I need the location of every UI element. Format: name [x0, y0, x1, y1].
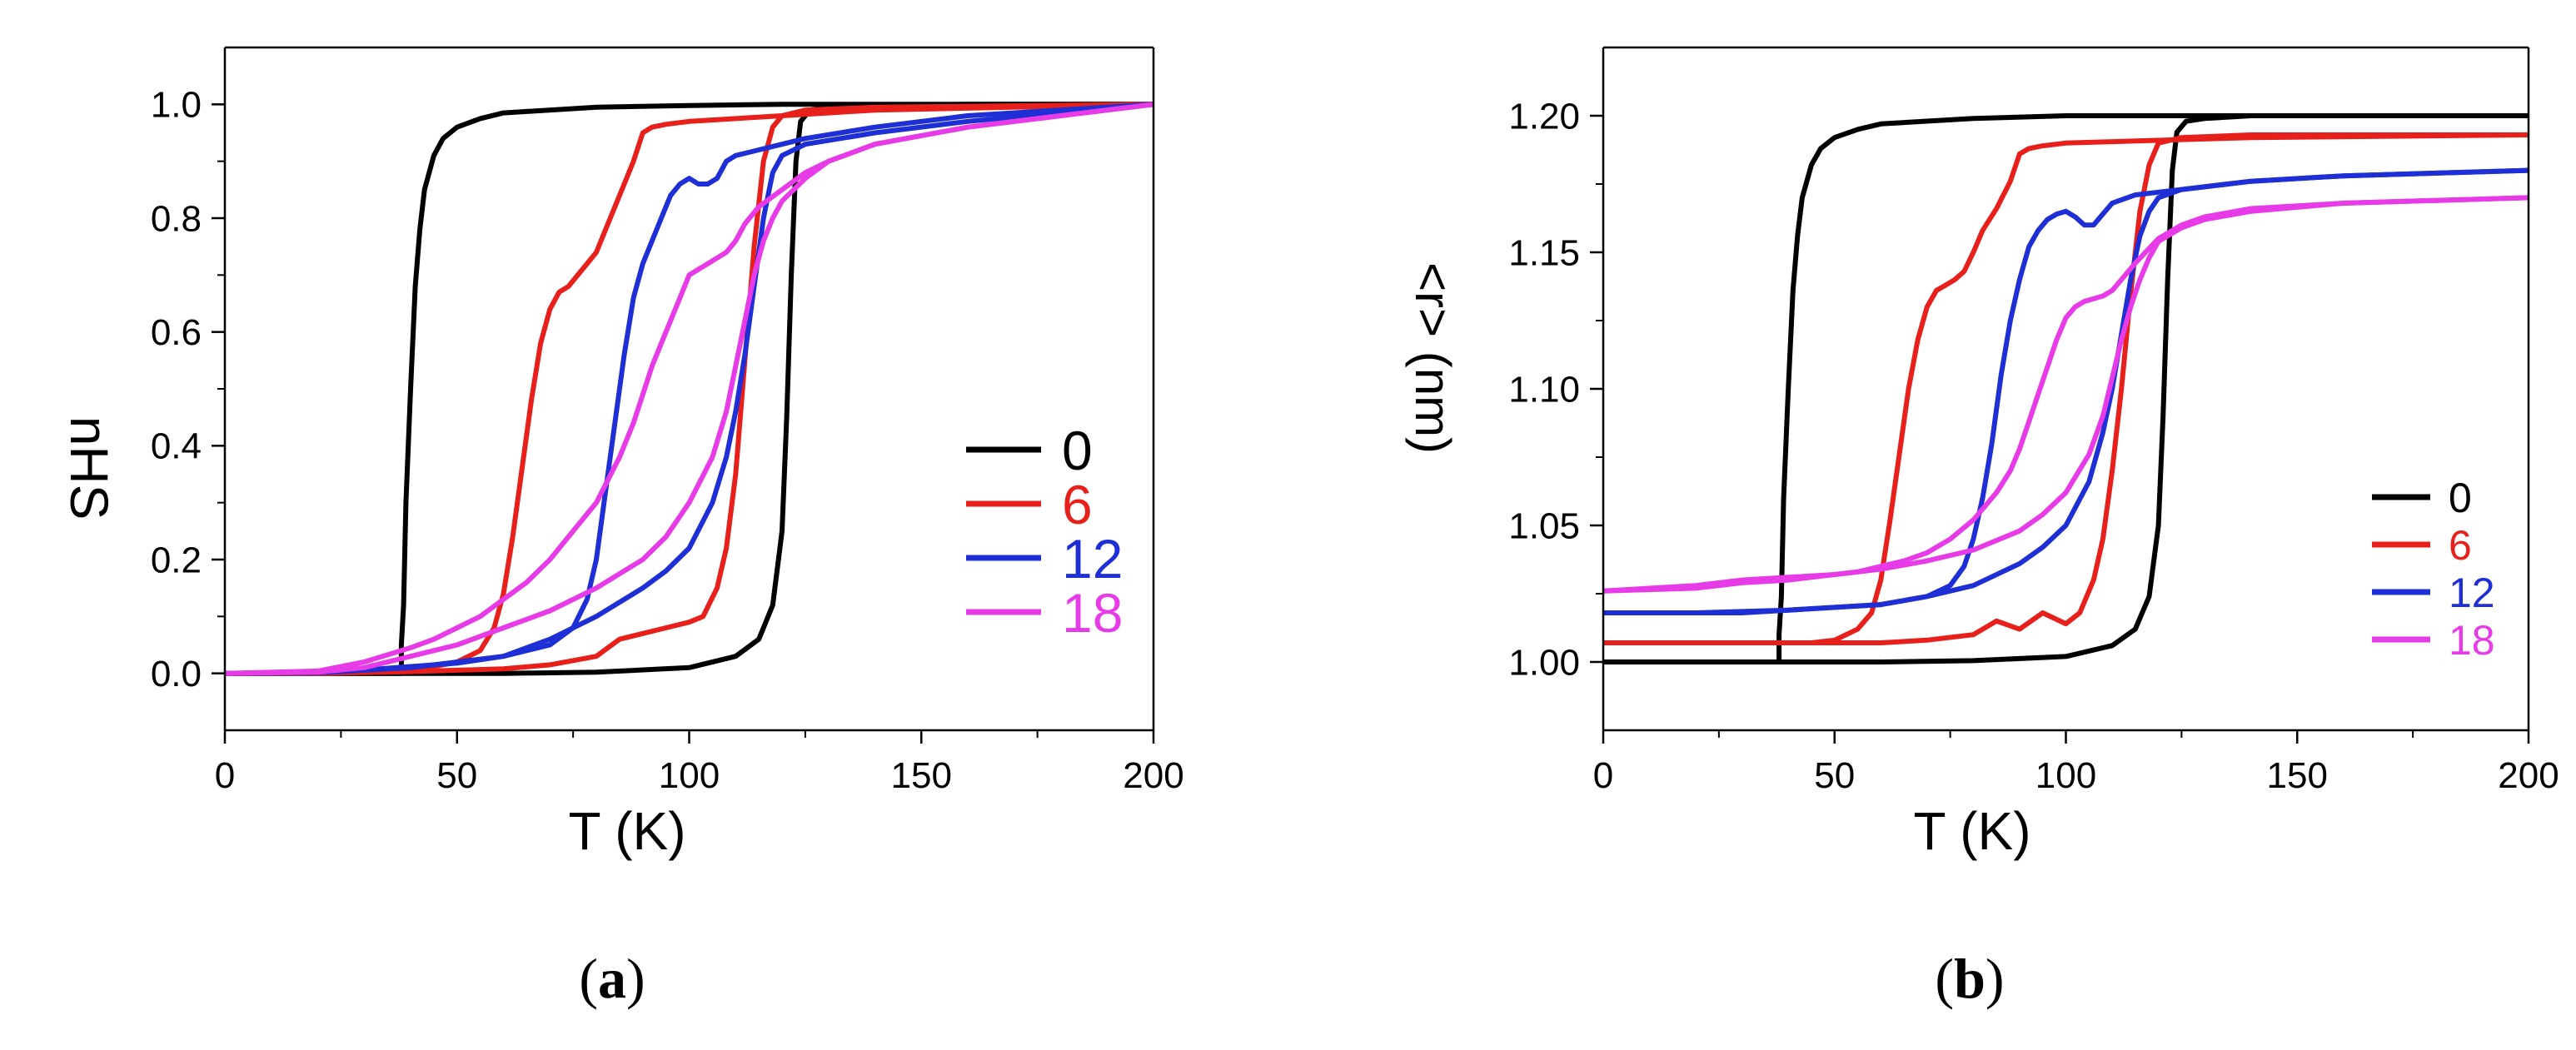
- panel-a-chart: 0 50 100 150 200 0.0 0.2 0.4 0.6 0.8 1.0 T (K) nHS…: [59, 46, 1184, 861]
- panel-a-y-tick-label: 0.2: [151, 540, 202, 580]
- panel-b-x-tick-label: 150: [2267, 755, 2328, 796]
- panel-b-series-6-cooling-line: [1603, 132, 2529, 645]
- panel-a-y-tick-label: 0.0: [151, 654, 202, 694]
- panel-a-y-tick-label: 0.4: [151, 426, 202, 467]
- panel-b-legend-label-0: 0: [2449, 475, 2472, 521]
- panel-a-x-axis-label: T (K): [568, 801, 685, 861]
- panel-a-x-tick-label: 100: [659, 755, 720, 796]
- panel-b-x-tick-label: 50: [1814, 755, 1855, 796]
- panel-a-series-12-cooling-line: [225, 102, 1153, 676]
- panel-a-y-tick-label: 0.6: [151, 312, 202, 353]
- panel-a-legend-label-0: 0: [1062, 420, 1093, 481]
- panel-b-series-18-heating-line: [1603, 195, 2529, 594]
- panel-b-series-0-cooling-line: [1603, 113, 2529, 664]
- panel-a-series-6-heating-line: [225, 102, 1153, 676]
- panel-a-x-tick-label: 150: [891, 755, 952, 796]
- panel-a-series-group: [225, 102, 1153, 676]
- panel-a-caption-letter: a: [598, 947, 626, 1010]
- panel-b-y-tick-label: 1.05: [1508, 505, 1580, 546]
- panel-b-x-tick-label: 0: [1593, 755, 1613, 796]
- panel-b-legend-label-12: 12: [2449, 570, 2495, 616]
- panel-b-chart: 0 50 100 150 200 1.00 1.05 1.10 1.15 1.20 T (K) <…: [1405, 46, 2559, 861]
- panel-b-series-group: [1603, 113, 2529, 664]
- panel-b-y-axis-label: <r> (nm): [1405, 262, 1461, 454]
- panel-b-y-tick-label: 1.10: [1508, 369, 1580, 410]
- panel-a-series-0-cooling-line: [225, 102, 1153, 676]
- panel-a-y-tick-label: 0.8: [151, 198, 202, 239]
- panel-b-caption: (b): [1935, 947, 2004, 1010]
- panel-b-caption-letter: b: [1954, 947, 1986, 1010]
- panel-b-series-12-cooling-line: [1603, 167, 2529, 615]
- panel-a-legend-label-18: 18: [1062, 582, 1123, 644]
- panel-a-series-18-cooling-line: [225, 102, 1153, 676]
- panel-a-caption: (a): [579, 947, 645, 1010]
- panel-a-axes-layer: 0 50 100 150 200 0.0 0.2 0.4 0.6 0.8 1.0: [151, 46, 1184, 796]
- panel-b-series-18-cooling-line: [1603, 195, 2529, 594]
- panel-b-series-0-heating-line: [1603, 113, 2529, 664]
- panel-b-y-tick-label: 1.15: [1508, 232, 1580, 273]
- panel-a-series-layer: [225, 102, 1153, 676]
- panel-a-legend-label-12: 12: [1062, 528, 1123, 590]
- panel-a-x-tick-label: 200: [1123, 755, 1183, 796]
- panel-b-legend-label-18: 18: [2449, 617, 2495, 664]
- panel-a-caption-close: ): [626, 947, 645, 1010]
- panel-a-legend-label-6: 6: [1062, 474, 1093, 535]
- panel-a-series-6-cooling-line: [225, 102, 1153, 676]
- panel-b-x-tick-label: 200: [2498, 755, 2559, 796]
- panel-a-y-tick-label: 1.0: [151, 85, 202, 126]
- panel-a-series-0-heating-line: [225, 102, 1153, 676]
- panel-b-x-axis-label: T (K): [1913, 801, 2030, 861]
- panel-b-y-tick-label: 1.20: [1508, 96, 1580, 137]
- panel-a-caption-open: (: [579, 947, 598, 1010]
- panel-b-caption-close: ): [1986, 947, 2005, 1010]
- panel-b-caption-open: (: [1935, 947, 1954, 1010]
- panel-a-y-axis-label: nHS: [59, 416, 119, 520]
- panel-b-axes-layer: 0 50 100 150 200 1.00 1.05 1.10 1.15 1.20: [1508, 46, 2559, 796]
- panel-b-y-tick-label: 1.00: [1508, 642, 1580, 683]
- panel-b-series-layer: [1603, 113, 2529, 664]
- panel-b-legend-label-6: 6: [2449, 522, 2472, 569]
- panel-b-x-tick-label: 100: [2035, 755, 2096, 796]
- panel-a-series-18-heating-line: [225, 102, 1153, 676]
- panel-a-x-tick-label: 50: [436, 755, 477, 796]
- panel-b-series-6-heating-line: [1603, 132, 2529, 645]
- panel-a-series-12-heating-line: [225, 102, 1153, 676]
- panel-a-x-tick-label: 0: [215, 755, 235, 796]
